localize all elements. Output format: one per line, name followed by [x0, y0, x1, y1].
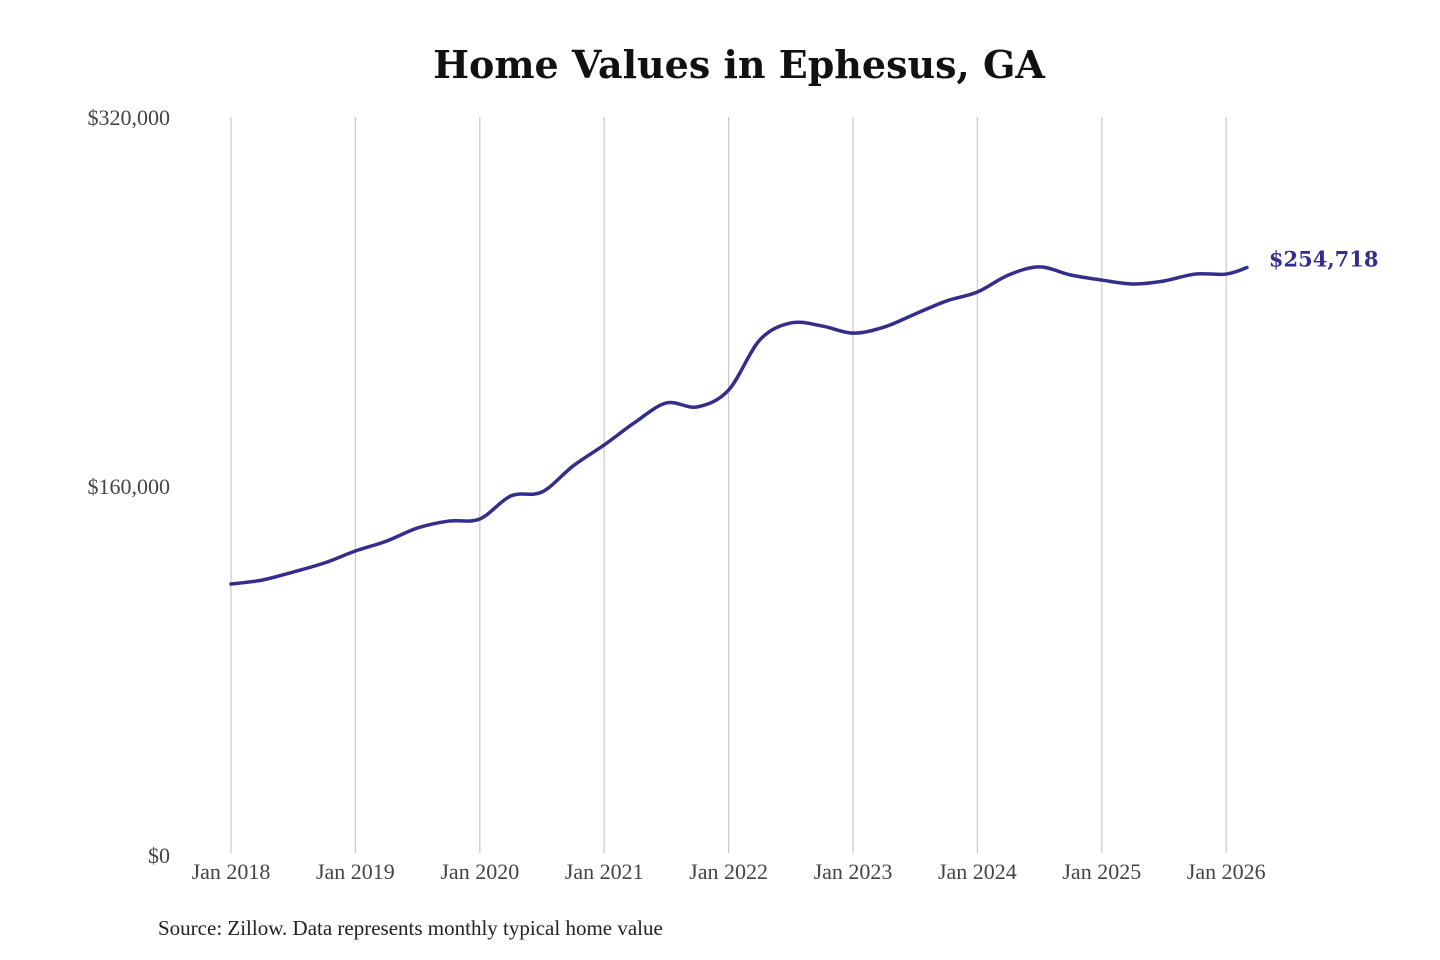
y-tick-label: $0	[148, 843, 170, 868]
x-tick-label: Jan 2022	[689, 859, 768, 884]
x-tick-label: Jan 2023	[814, 859, 893, 884]
x-tick-label: Jan 2021	[565, 859, 644, 884]
x-tick-label: Jan 2020	[440, 859, 519, 884]
x-tick-label: Jan 2024	[938, 859, 1017, 884]
series-line	[229, 265, 1249, 586]
x-tick-label: Jan 2026	[1187, 859, 1266, 884]
x-tick-label: Jan 2025	[1062, 859, 1141, 884]
y-tick-label: $160,000	[88, 474, 171, 499]
chart-title: Home Values in Ephesus, GA	[433, 42, 1045, 87]
source-note: Source: Zillow. Data represents monthly …	[158, 916, 663, 940]
x-tick-label: Jan 2018	[192, 859, 271, 884]
x-tick-label: Jan 2019	[316, 859, 395, 884]
y-tick-label: $320,000	[88, 105, 171, 130]
end-value-label: $254,718	[1269, 247, 1379, 272]
